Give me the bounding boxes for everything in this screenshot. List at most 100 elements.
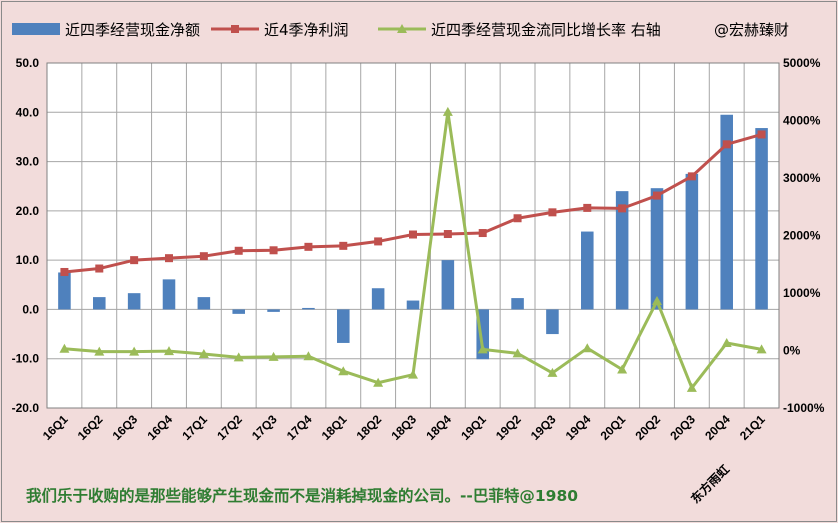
y-left-tick-label: -10.0	[12, 352, 40, 366]
x-tick-label-17Q2: 17Q2	[214, 412, 245, 443]
marker-profit-18Q1	[339, 241, 348, 250]
marker-growth-19Q3	[547, 367, 558, 377]
bar-cash-19Q3	[546, 309, 559, 335]
y-left-tick-label: 20.0	[16, 204, 40, 218]
y-left-tick-label: 10.0	[16, 253, 40, 267]
plot-border	[46, 62, 780, 409]
y-right-tick-label: 0%	[783, 344, 801, 358]
y-right-tick-label: -1000%	[783, 401, 825, 415]
marker-profit-20Q2	[653, 191, 661, 200]
quote-text: 我们乐于收购的是那些能够产生现金而不是消耗掉现金的公司。--巴菲特@1980	[26, 487, 579, 505]
bar-cash-17Q1	[197, 297, 211, 310]
marker-growth-18Q2	[373, 377, 384, 387]
x-tick-label-19Q1: 19Q1	[458, 412, 489, 443]
bar-cash-18Q4	[441, 260, 455, 310]
x-tick-label-18Q3: 18Q3	[388, 412, 419, 443]
bar-cash-19Q4	[581, 231, 594, 310]
y-right-tick-label: 1000%	[783, 286, 821, 300]
x-tick-label-16Q2: 16Q2	[75, 412, 106, 443]
x-tick-label-16Q4: 16Q4	[144, 412, 175, 443]
bar-cash-16Q2	[93, 297, 106, 310]
x-tick-label-18Q4: 18Q4	[423, 412, 454, 443]
marker-growth-17Q3	[268, 351, 279, 361]
x-tick-label-17Q3: 17Q3	[249, 412, 280, 443]
marker-profit-17Q1	[199, 252, 208, 261]
x-tick-label-18Q1: 18Q1	[319, 412, 350, 443]
bar-cash-16Q3	[127, 293, 141, 310]
marker-profit-20Q3	[687, 172, 696, 181]
y-right-tick-label: 4000%	[783, 114, 821, 128]
x-tick-label-20Q3: 20Q3	[667, 412, 698, 443]
x-tick-label-16Q3: 16Q3	[110, 412, 141, 443]
bar-cash-21Q1	[755, 128, 768, 310]
x-tick-label-19Q3: 19Q3	[528, 412, 559, 443]
marker-profit-17Q2	[234, 246, 243, 255]
marker-profit-17Q4	[304, 242, 313, 251]
marker-profit-19Q2	[513, 214, 522, 223]
marker-growth-16Q2	[94, 346, 105, 356]
legend-swatch-profit-marker	[231, 25, 239, 33]
x-tick-label-20Q4: 20Q4	[702, 412, 733, 443]
legend-label-profit: 近4季净利润	[264, 21, 349, 39]
bar-cash-17Q2	[232, 309, 245, 314]
marker-growth-19Q4	[582, 343, 593, 353]
legend-label-growth: 近四季经营现金流同比增长率 右轴	[431, 21, 661, 39]
marker-growth-16Q4	[164, 346, 174, 356]
marker-growth-20Q2	[652, 296, 662, 306]
marker-growth-20Q1	[617, 364, 628, 374]
bar-cash-16Q1	[58, 272, 71, 310]
marker-growth-19Q2	[512, 348, 523, 358]
marker-profit-17Q3	[269, 246, 278, 255]
marker-profit-19Q4	[583, 203, 592, 212]
y-right-tick-label: 2000%	[783, 229, 821, 243]
marker-growth-21Q1	[756, 344, 767, 354]
y-right-tick-label: 3000%	[783, 171, 821, 185]
marker-growth-17Q4	[303, 351, 314, 361]
x-tick-label-21Q1: 21Q1	[737, 412, 768, 443]
marker-profit-20Q4	[722, 140, 731, 149]
marker-profit-18Q2	[374, 237, 383, 246]
plot-area: -20.0 -10.0 0.0 10.0 20.0 30.0 40.0 50.0 -1000% 0…	[12, 56, 825, 443]
marker-growth-19Q1	[477, 344, 488, 354]
marker-growth-16Q3	[129, 346, 140, 356]
bar-cash-20Q3	[685, 173, 699, 310]
x-tick-label-18Q2: 18Q2	[354, 412, 385, 443]
marker-growth-18Q1	[338, 366, 349, 376]
source-note: 东方雨虹	[688, 462, 733, 507]
y-left-tick-label: 30.0	[16, 155, 40, 169]
legend: 近四季经营现金净额 近4季净利润 近四季经营现金流同比增长率 右轴 @宏赫臻财	[12, 21, 789, 39]
x-tick-label-16Q1: 16Q1	[40, 412, 71, 443]
marker-growth-20Q4	[721, 338, 732, 348]
marker-profit-20Q1	[618, 204, 627, 213]
bar-cash-17Q4	[302, 307, 315, 310]
bar-cash-20Q1	[615, 191, 629, 310]
y-right-tick-label: 5000%	[783, 56, 821, 70]
bar-cash-20Q2	[650, 188, 664, 310]
x-tick-label-20Q2: 20Q2	[632, 412, 663, 443]
x-tick-label-20Q1: 20Q1	[598, 412, 629, 443]
bar-cash-16Q4	[162, 279, 176, 310]
marker-profit-16Q4	[165, 254, 173, 263]
bar-cash-18Q3	[406, 300, 420, 310]
marker-growth-17Q1	[198, 348, 209, 358]
marker-profit-19Q1	[478, 229, 487, 238]
x-tick-label-17Q1: 17Q1	[179, 412, 210, 443]
bar-cash-20Q4	[720, 114, 733, 310]
bar-cash-18Q1	[337, 309, 350, 343]
marker-profit-19Q3	[548, 208, 557, 217]
x-tick-label-19Q4: 19Q4	[563, 412, 594, 443]
legend-author: @宏赫臻财	[714, 21, 789, 39]
marker-growth-20Q3	[686, 382, 697, 392]
marker-profit-16Q3	[130, 256, 139, 265]
bar-cash-18Q2	[371, 288, 385, 310]
bar-cash-19Q2	[511, 298, 524, 310]
marker-profit-16Q1	[60, 267, 69, 276]
x-tick-label-17Q4: 17Q4	[284, 412, 315, 443]
y-left-tick-label: -20.0	[12, 401, 40, 415]
x-tick-label-19Q2: 19Q2	[493, 412, 524, 443]
marker-profit-16Q2	[95, 264, 104, 273]
y-left-tick-label: 40.0	[16, 105, 40, 119]
marker-growth-17Q2	[233, 352, 244, 362]
